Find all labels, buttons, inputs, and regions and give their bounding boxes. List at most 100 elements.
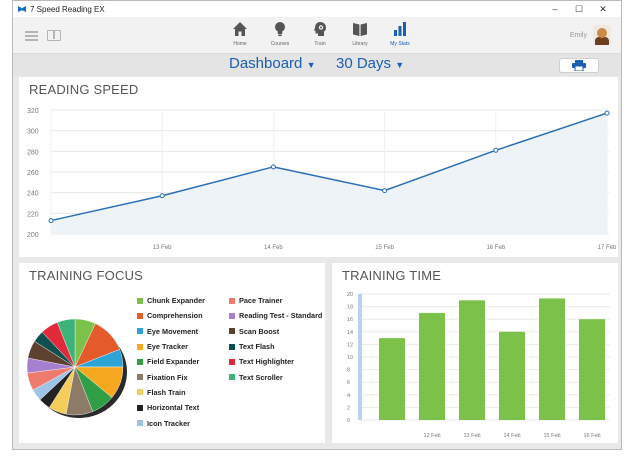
period-dropdown-label: 30 Days <box>336 55 392 72</box>
y-tick-label: 240 <box>27 191 39 198</box>
y-tick-label: 4 <box>347 393 350 399</box>
bar <box>579 319 605 420</box>
legend-item: Text Highlighter <box>229 354 329 369</box>
main-nav: Home Courses Train Library My Stats <box>220 21 420 47</box>
legend-label: Flash Train <box>147 387 186 397</box>
y-tick-label: 6 <box>347 380 350 386</box>
training-focus-panel: TRAINING FOCUS Chunk Expander Comprehensi… <box>19 263 325 443</box>
legend-item: Fixation Fix <box>137 369 229 384</box>
x-tick-label: 13 Feb <box>463 433 480 439</box>
filter-bar: Dashboard ▼ 30 Days ▼ <box>13 54 621 76</box>
nav-item-home[interactable]: Home <box>220 21 260 47</box>
bar <box>419 312 445 420</box>
reader-icon[interactable] <box>47 30 61 41</box>
legend-item: Field Expander <box>137 354 229 369</box>
chevron-down-icon: ▼ <box>395 60 405 70</box>
y-tick-label: 8 <box>347 368 350 374</box>
data-point <box>493 147 499 153</box>
x-tick-label: 15 Feb <box>543 433 560 439</box>
nav-item-my-stats[interactable]: My Stats <box>380 21 420 47</box>
data-point <box>604 110 610 116</box>
view-dropdown-label: Dashboard <box>229 55 303 72</box>
legend-item: Comprehension <box>137 308 229 323</box>
training-time-chart: 0 2 4 6 8 10 12 14 16 18 20 12 Feb 13 Feb 14 Feb 15 Fe… <box>347 292 610 439</box>
lightbulb-icon <box>275 22 285 37</box>
nav-label: Train <box>314 41 326 47</box>
data-point <box>382 188 388 194</box>
y-tick-label: 320 <box>27 108 39 115</box>
period-dropdown[interactable]: 30 Days ▼ <box>336 55 404 72</box>
x-tick-label: 15 Feb <box>375 245 394 251</box>
bar <box>459 300 485 420</box>
legend-swatch <box>137 420 143 427</box>
legend-item: Reading Test - Standard <box>229 308 329 323</box>
y-tick-label: 12 <box>347 342 353 348</box>
training-focus-pie-chart <box>26 318 127 418</box>
y-tick-label: 260 <box>27 170 39 177</box>
x-tick-label: 16 Feb <box>583 433 600 439</box>
training-time-panel: TRAINING TIME 0 2 4 6 8 10 12 14 16 18 20 12 Feb 13 … <box>332 263 618 443</box>
legend-label: Reading Test - Standard <box>239 311 323 321</box>
legend-item: Flash Train <box>137 385 229 400</box>
axis-scrollbar <box>358 294 362 420</box>
nav-label: My Stats <box>390 41 410 47</box>
x-tick-label: 17 Feb <box>598 245 617 251</box>
legend-swatch <box>229 358 235 365</box>
chevron-down-icon: ▼ <box>306 60 316 70</box>
legend-label: Text Flash <box>239 342 275 352</box>
legend-swatch <box>137 404 143 411</box>
legend-swatch <box>229 343 235 350</box>
nav-item-library[interactable]: Library <box>340 21 380 47</box>
y-tick-label: 2 <box>347 405 350 411</box>
print-button[interactable] <box>559 58 599 73</box>
avatar[interactable] <box>593 25 611 45</box>
legend-swatch <box>229 312 235 319</box>
data-point <box>159 193 165 199</box>
book-icon <box>353 23 367 36</box>
nav-label: Home <box>233 41 247 47</box>
legend-swatch <box>137 358 143 365</box>
legend-item: Eye Tracker <box>137 339 229 354</box>
legend-swatch <box>137 389 143 396</box>
legend-swatch <box>137 328 143 335</box>
x-tick-label: 13 Feb <box>153 245 172 251</box>
bar <box>499 331 525 420</box>
user-name: Emily <box>569 31 587 39</box>
x-tick-label: 14 Feb <box>503 433 520 439</box>
reading-speed-area <box>51 113 607 234</box>
training-focus-legend: Chunk Expander Comprehension Eye Movement E… <box>137 293 329 431</box>
bar <box>539 298 565 420</box>
legend-swatch <box>229 374 235 381</box>
nav-item-train[interactable]: Train <box>300 21 340 47</box>
bar <box>379 338 405 420</box>
reading-speed-chart: 200 220 240 260 280 300 320 13 Feb 14 Feb 15 Feb 1… <box>27 108 617 251</box>
data-point <box>270 164 276 170</box>
data-point <box>48 218 54 224</box>
legend-label: Comprehension <box>147 311 203 321</box>
legend-item: Eye Movement <box>137 324 229 339</box>
legend-label: Chunk Expander <box>147 296 205 306</box>
x-tick-label: 16 Feb <box>486 245 505 251</box>
user-menu[interactable]: Emily <box>570 25 611 45</box>
legend-swatch <box>137 312 143 319</box>
minimize-button[interactable]: – <box>552 4 558 14</box>
x-tick-label: 14 Feb <box>264 245 283 251</box>
y-tick-label: 20 <box>347 292 353 298</box>
close-button[interactable]: ✕ <box>599 3 607 14</box>
title-bar: 7 Speed Reading EX – ☐ ✕ <box>13 1 621 17</box>
legend-label: Field Expander <box>147 357 200 367</box>
menu-icon[interactable] <box>25 31 38 41</box>
legend-swatch <box>137 374 143 381</box>
x-tick-label: 12 Feb <box>423 433 440 439</box>
view-dropdown[interactable]: Dashboard ▼ <box>229 55 315 72</box>
nav-item-courses[interactable]: Courses <box>260 21 300 47</box>
y-tick-label: 16 <box>347 317 353 323</box>
app-window: 7 Speed Reading EX – ☐ ✕ Home Courses Tr… <box>12 0 622 450</box>
legend-label: Text Scroller <box>239 372 283 382</box>
y-tick-label: 18 <box>347 305 353 311</box>
legend-label: Scan Boost <box>239 326 280 336</box>
maximize-button[interactable]: ☐ <box>574 3 584 14</box>
y-tick-label: 0 <box>347 418 350 424</box>
legend-label: Horizontal Text <box>147 403 200 413</box>
legend-item: Pace Trainer <box>229 293 329 308</box>
